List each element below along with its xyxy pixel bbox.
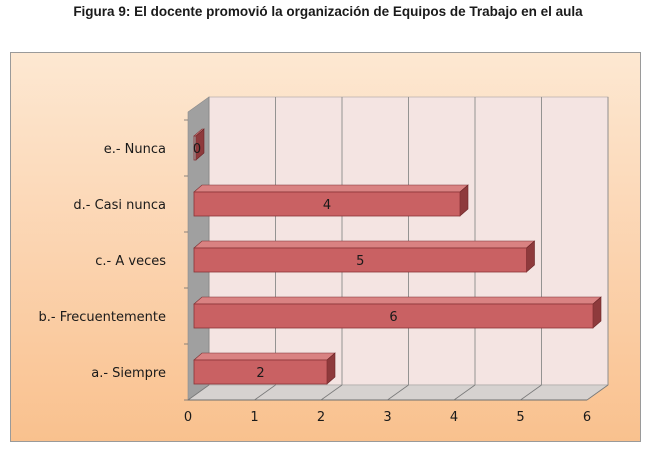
bar [193, 191, 461, 217]
x-tick-label: 1 [250, 410, 258, 425]
x-tick-label: 0 [184, 410, 192, 425]
category-label: a.- Siempre [91, 366, 166, 381]
floor-gridline [320, 384, 343, 401]
x-tick-label: 6 [583, 410, 591, 425]
data-label: 6 [389, 310, 397, 325]
bar [193, 135, 197, 161]
floor-gridline [586, 384, 609, 401]
bar-top [193, 184, 469, 193]
data-label: 2 [256, 366, 264, 381]
floor-gridline [387, 384, 409, 401]
bar [193, 247, 527, 273]
floor-gridline [453, 384, 476, 401]
category-label: d.- Casi nunca [73, 198, 166, 213]
x-tick-label: 2 [317, 410, 325, 425]
bar-top [193, 296, 602, 305]
floor-gridline [254, 384, 276, 401]
data-label: 5 [356, 254, 364, 269]
data-label: 4 [323, 198, 331, 213]
chart-title: Figura 9: El docente promovió la organiz… [73, 4, 583, 19]
floor-gridline [520, 384, 542, 401]
x-tick-label: 5 [516, 410, 524, 425]
x-tick-label: 4 [450, 410, 458, 425]
bar [193, 303, 594, 329]
bar-top [193, 352, 336, 361]
category-label: b.- Frecuentemente [38, 310, 166, 325]
bar [193, 359, 328, 385]
x-tick-label: 3 [383, 410, 391, 425]
category-label: e.- Nunca [104, 142, 166, 157]
bar-top [193, 240, 536, 249]
category-label: c.- A veces [95, 254, 166, 269]
floor-gridline [187, 384, 210, 401]
data-label: 0 [193, 142, 201, 157]
